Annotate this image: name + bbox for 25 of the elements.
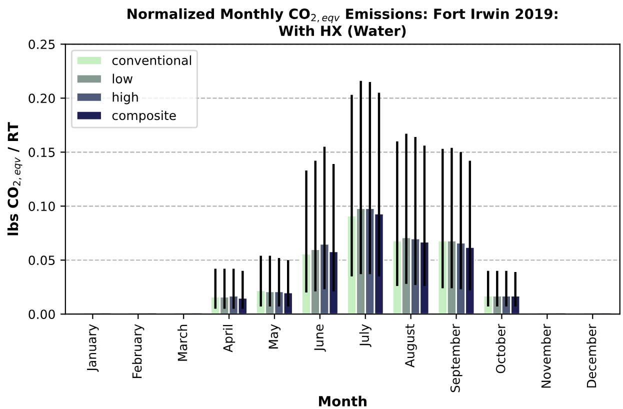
y-tick-label: 0.15 xyxy=(28,148,55,158)
x-tick-label: November xyxy=(541,324,551,388)
x-tick-label: December xyxy=(586,324,596,388)
x-tick-label: August xyxy=(405,324,417,368)
x-tick-label: January xyxy=(87,324,99,372)
legend-label: low xyxy=(112,74,132,84)
x-axis-title: Month xyxy=(319,396,366,406)
x-tick-label: October xyxy=(496,324,506,374)
y-tick-label: 0.00 xyxy=(28,310,55,320)
y-tick-label: 0.25 xyxy=(28,40,55,50)
x-tick-label: May xyxy=(268,324,281,348)
y-tick-label: 0.20 xyxy=(28,94,55,104)
x-tick-label: April xyxy=(222,325,236,352)
x-tick-label: February xyxy=(132,324,144,378)
y-axis-title: lbs CO$_{2,eqv}$ / RT xyxy=(7,122,22,236)
legend-label: conventional xyxy=(112,55,192,66)
y-tick-label: 0.05 xyxy=(28,256,55,266)
y-tick-label: 0.10 xyxy=(28,202,55,212)
legend-label: composite xyxy=(112,110,176,123)
legend-label: high xyxy=(112,92,138,104)
chart-title: Normalized Monthly CO$_{2,eqv}$ Emissions: Fort Irwin 2019: With HX (Water) xyxy=(128,8,558,38)
x-tick-label: September xyxy=(450,324,462,392)
x-tick-label: June xyxy=(314,324,326,352)
x-tick-label: July xyxy=(359,324,372,347)
x-tick-label: March xyxy=(178,324,188,361)
